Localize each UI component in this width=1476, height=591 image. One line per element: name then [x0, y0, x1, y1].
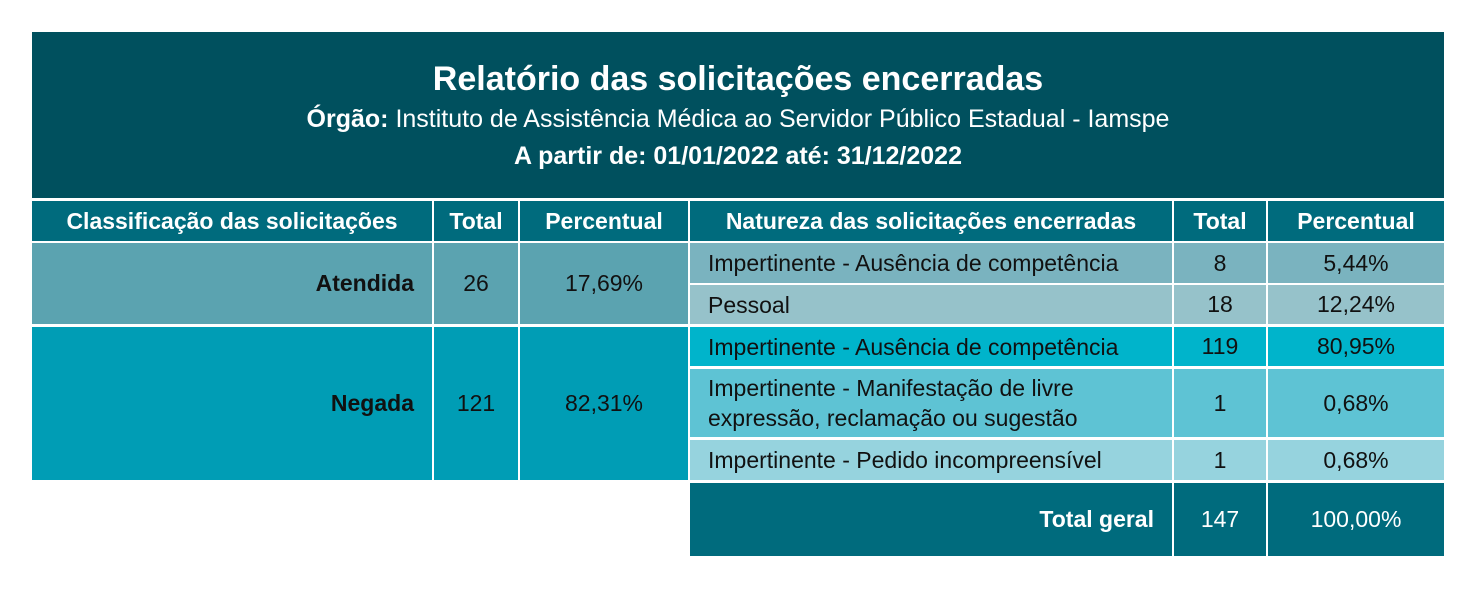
natureza-percentual: 0,68% — [1268, 369, 1444, 437]
orgao-name: Instituto de Assistência Médica ao Servi… — [395, 104, 1170, 133]
header-total-left: Total — [434, 201, 518, 241]
report-header: Relatório das solicitações encerradas Ór… — [32, 32, 1444, 198]
classificacao-total: 26 — [434, 243, 518, 324]
natureza-total: 119 — [1174, 327, 1266, 366]
header-percentual-left: Percentual — [520, 201, 688, 241]
natureza-label: Impertinente - Manifestação de livre exp… — [690, 369, 1172, 437]
total-geral-total: 147 — [1174, 483, 1266, 556]
header-natureza: Natureza das solicitações encerradas — [690, 201, 1172, 241]
report-title: Relatório das solicitações encerradas — [432, 59, 1044, 98]
natureza-percentual: 5,44% — [1268, 243, 1444, 283]
period: A partir de: 01/01/2022 até: 31/12/2022 — [514, 141, 962, 170]
natureza-total: 18 — [1174, 285, 1266, 324]
natureza-label: Impertinente - Pedido incompreensível — [690, 440, 1172, 480]
natureza-total: 1 — [1174, 440, 1266, 480]
natureza-label: Pessoal — [690, 285, 1172, 324]
natureza-total: 1 — [1174, 369, 1266, 437]
orgao-label: Órgão: — [306, 104, 389, 133]
natureza-label: Impertinente - Ausência de competência — [690, 327, 1172, 366]
header-total-right: Total — [1174, 201, 1266, 241]
total-geral-label: Total geral — [690, 483, 1172, 556]
classificacao-percentual: 82,31% — [520, 327, 688, 480]
classificacao-label: Atendida — [32, 243, 432, 324]
natureza-percentual: 80,95% — [1268, 327, 1444, 366]
classificacao-total: 121 — [434, 327, 518, 480]
natureza-label: Impertinente - Ausência de competência — [690, 243, 1172, 283]
classificacao-percentual: 17,69% — [520, 243, 688, 324]
natureza-percentual: 0,68% — [1268, 440, 1444, 480]
total-geral-percentual: 100,00% — [1268, 483, 1444, 556]
header-classificacao: Classificação das solicitações — [32, 201, 432, 241]
orgao-line: Órgão: Instituto de Assistência Médica a… — [307, 105, 1170, 134]
natureza-total: 8 — [1174, 243, 1266, 283]
natureza-percentual: 12,24% — [1268, 285, 1444, 324]
header-percentual-right: Percentual — [1268, 201, 1444, 241]
classificacao-label: Negada — [32, 327, 432, 480]
